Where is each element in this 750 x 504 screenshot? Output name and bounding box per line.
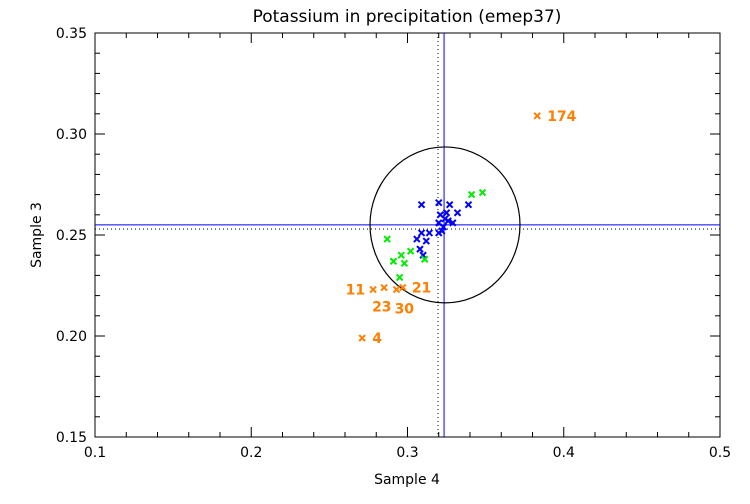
data-point-marker — [399, 283, 407, 292]
data-point-label: 174 — [547, 109, 576, 125]
data-point-marker — [369, 285, 377, 294]
data-point-marker — [439, 223, 448, 231]
data-point-label: 4 — [372, 331, 382, 347]
data-point-marker — [417, 229, 426, 237]
data-point-marker — [478, 188, 487, 197]
data-point-marker — [420, 255, 429, 263]
data-point-marker — [397, 251, 405, 259]
data-point-marker — [406, 247, 415, 255]
data-point-marker — [358, 334, 366, 342]
data-point-marker — [442, 209, 451, 217]
data-point-label: 21 — [412, 281, 431, 297]
x-tick-label: 0.5 — [709, 445, 731, 461]
data-point-marker — [464, 200, 473, 209]
data-point-label: 23 — [372, 300, 391, 316]
confidence-circle — [369, 146, 521, 304]
data-point-marker — [425, 229, 434, 237]
x-tick-label: 0.4 — [553, 445, 575, 461]
x-tick-label: 0.3 — [396, 445, 418, 461]
data-point-marker — [441, 215, 449, 223]
data-point-marker — [392, 285, 401, 294]
data-point-marker — [400, 259, 409, 267]
data-point-marker — [453, 209, 462, 217]
x-axis-label: Sample 4 — [374, 472, 440, 488]
y-axis-label: Sample 3 — [29, 202, 45, 268]
x-tick-label: 0.2 — [240, 445, 262, 461]
data-point-marker — [383, 235, 391, 243]
data-point-marker — [419, 251, 427, 259]
y-tick-label: 0.20 — [56, 329, 87, 345]
data-point-marker — [380, 283, 388, 292]
data-point-marker — [467, 190, 476, 199]
data-point-marker — [533, 112, 541, 120]
data-point-marker — [395, 273, 404, 282]
x-tick-label: 0.1 — [84, 445, 106, 461]
data-point-marker — [422, 237, 430, 245]
plot-frame — [94, 32, 721, 438]
y-tick-label: 0.25 — [56, 228, 87, 244]
data-point-marker — [445, 200, 454, 209]
data-point-label: 30 — [395, 302, 415, 318]
y-tick-label: 0.35 — [56, 26, 87, 42]
data-point-marker — [416, 245, 424, 253]
data-point-marker — [417, 200, 426, 209]
data-point-marker — [435, 198, 443, 207]
data-point-marker — [389, 257, 398, 265]
data-point-marker — [438, 227, 446, 235]
data-point-marker — [449, 219, 457, 227]
y-tick-label: 0.15 — [56, 430, 87, 446]
data-point-marker — [413, 235, 421, 243]
y-tick-label: 0.30 — [56, 127, 87, 143]
data-point-label: 11 — [346, 283, 365, 299]
chart-title: Potassium in precipitation (emep37) — [253, 7, 562, 27]
